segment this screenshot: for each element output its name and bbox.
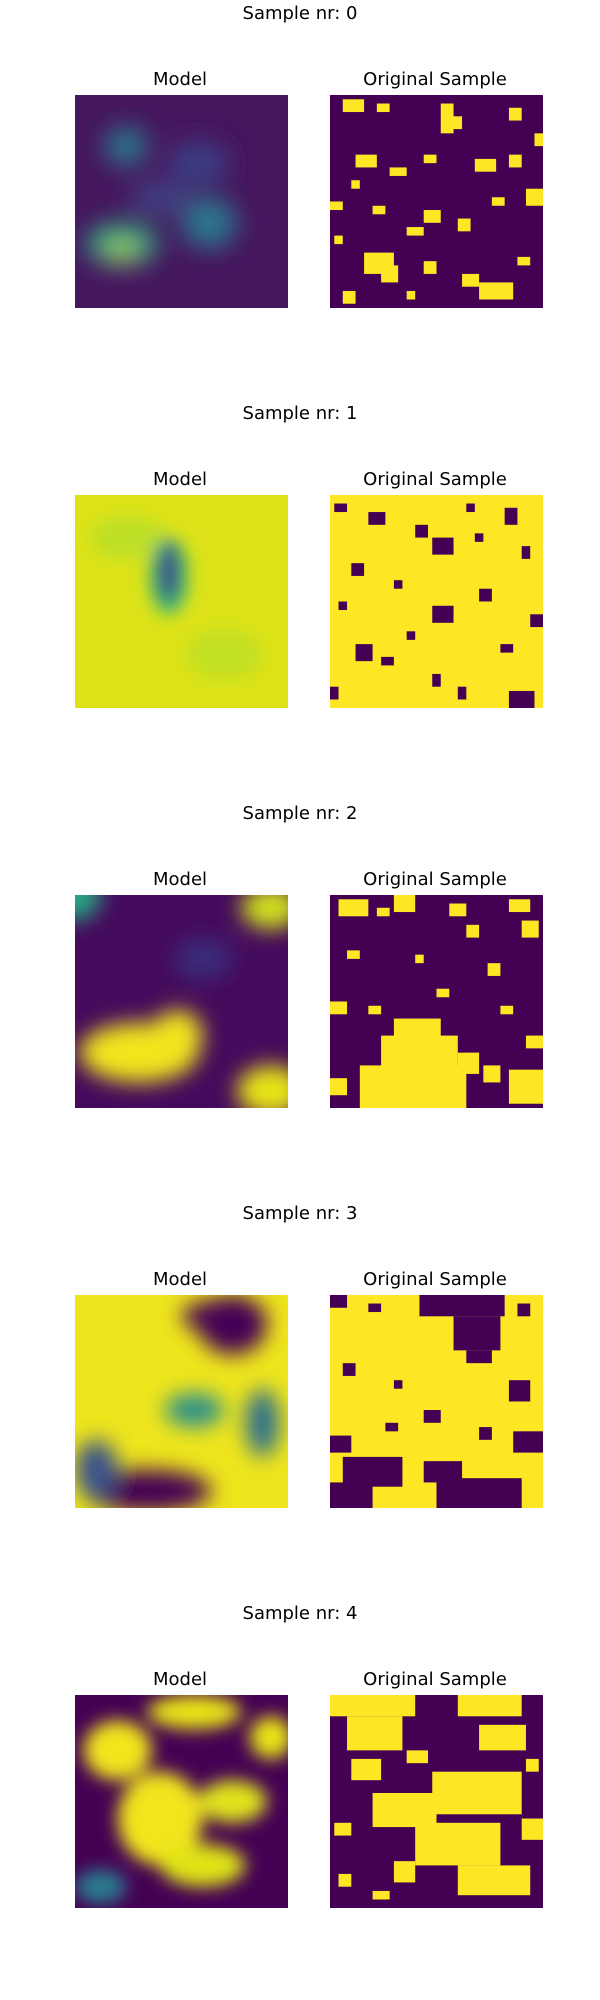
sample-block-4: Sample nr: 4 Model Original Sample [0,1600,600,2000]
model-heatmap [75,1295,288,1508]
original-panel-title: Original Sample [325,869,545,891]
original-panel-title: Original Sample [325,1269,545,1291]
sample-title: Sample nr: 4 [0,1603,600,1625]
original-binary-sample [330,1295,543,1508]
original-panel-title: Original Sample [325,469,545,491]
model-panel-title: Model [70,69,290,91]
model-heatmap [75,1695,288,1908]
sample-block-3: Sample nr: 3 Model Original Sample [0,1200,600,1600]
sample-title: Sample nr: 1 [0,403,600,425]
sample-block-0: Sample nr: 0 Model Original Sample [0,0,600,400]
model-heatmap [75,495,288,708]
original-panel-title: Original Sample [325,69,545,91]
original-binary-sample [330,95,543,308]
sample-block-2: Sample nr: 2 Model Original Sample [0,800,600,1200]
sample-title: Sample nr: 0 [0,3,600,25]
model-panel-title: Model [70,1669,290,1691]
model-panel-title: Model [70,469,290,491]
sample-block-1: Sample nr: 1 Model Original Sample [0,400,600,800]
sample-title: Sample nr: 2 [0,803,600,825]
model-heatmap [75,895,288,1108]
model-panel-title: Model [70,1269,290,1291]
original-binary-sample [330,895,543,1108]
sample-title: Sample nr: 3 [0,1203,600,1225]
original-panel-title: Original Sample [325,1669,545,1691]
model-panel-title: Model [70,869,290,891]
model-heatmap [75,95,288,308]
original-binary-sample [330,1695,543,1908]
original-binary-sample [330,495,543,708]
